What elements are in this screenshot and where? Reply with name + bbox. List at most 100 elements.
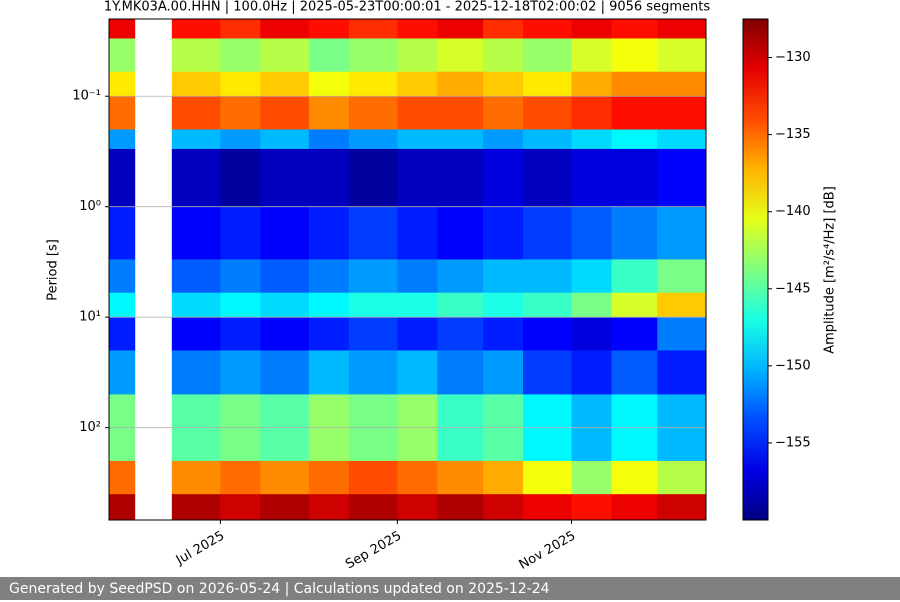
heatmap-cell [348, 129, 398, 150]
heatmap-cell [348, 350, 398, 395]
heatmap-cell [397, 494, 438, 521]
heatmap-cell [108, 259, 136, 294]
heatmap-cell [611, 259, 658, 294]
heatmap-cell [523, 206, 573, 260]
heatmap-cell [523, 148, 573, 208]
heatmap-cell [571, 71, 613, 97]
heatmap-cell [437, 71, 484, 97]
heatmap-cell [260, 317, 310, 351]
heatmap-cell [483, 206, 524, 260]
heatmap-cell [523, 259, 573, 294]
heatmap-cell [171, 71, 221, 97]
heatmap-cell [397, 259, 438, 294]
heatmap-cell [108, 460, 136, 495]
colorbar-tick-label: −135 [775, 127, 811, 142]
heatmap-cell [348, 19, 398, 39]
heatmap-cell [171, 460, 221, 495]
heatmap-cell [523, 494, 573, 521]
heatmap-cell [657, 206, 707, 260]
heatmap-cell [523, 38, 573, 73]
heatmap-cell [348, 460, 398, 495]
heatmap-cell [397, 350, 438, 395]
heatmap-cell [611, 317, 658, 351]
heatmap-cell [108, 148, 136, 208]
y-axis-label: Period [s] [46, 239, 61, 301]
heatmap-cell [220, 148, 261, 208]
heatmap-cell [260, 494, 310, 521]
heatmap-cell [260, 19, 310, 39]
x-tick-label: Nov 2025 [517, 529, 579, 573]
heatmap-cell [657, 71, 707, 97]
heatmap-cell [437, 292, 484, 318]
heatmap-cell [657, 259, 707, 294]
heatmap-cell [308, 38, 350, 73]
heatmap-cell [611, 494, 658, 521]
heatmap-cell [348, 259, 398, 294]
heatmap-cell [171, 317, 221, 351]
heatmap-cell [523, 350, 573, 395]
heatmap-cell [397, 292, 438, 318]
heatmap-cell [308, 494, 350, 521]
heatmap-cell [437, 129, 484, 150]
heatmap-cell [220, 71, 261, 97]
heatmap-cell [397, 71, 438, 97]
heatmap-cell [397, 129, 438, 150]
heatmap-cell [611, 96, 658, 130]
heatmap-cell [308, 317, 350, 351]
heatmap-cell [611, 71, 658, 97]
colorbar [742, 18, 769, 521]
heatmap-cell [611, 206, 658, 260]
chart-title: 1Y.MK03A.00.HHN | 100.0Hz | 2025-05-23T0… [104, 0, 710, 15]
heatmap-cell [171, 206, 221, 260]
heatmap-cell [260, 129, 310, 150]
heatmap-cell [571, 19, 613, 39]
heatmap-cell [523, 19, 573, 39]
heatmap-cell [308, 129, 350, 150]
heatmap-cell [483, 19, 524, 39]
heatmap-cell [348, 38, 398, 73]
heatmap-cell [437, 317, 484, 351]
heatmap-cell [571, 317, 613, 351]
heatmap-cell [657, 350, 707, 395]
heatmap-cell [260, 292, 310, 318]
heatmap-cell [171, 292, 221, 318]
heatmap-cell [260, 259, 310, 294]
heatmap-cell [348, 206, 398, 260]
heatmap-cell [571, 96, 613, 130]
heatmap-cell [483, 96, 524, 130]
heatmap-cell [483, 71, 524, 97]
heatmap-cell [220, 292, 261, 318]
heatmap-cell [260, 206, 310, 260]
heatmap-cell [611, 460, 658, 495]
heatmap-cell [397, 317, 438, 351]
heatmap-cell [308, 71, 350, 97]
heatmap-cell [220, 460, 261, 495]
colorbar-label: Amplitude [m²/s⁴/Hz] [dB] [823, 186, 838, 354]
heatmap-cell [571, 259, 613, 294]
heatmap-cell [308, 19, 350, 39]
y-tick-label: 10² [79, 420, 101, 435]
heatmap-cell [397, 460, 438, 495]
heatmap-cell [220, 206, 261, 260]
heatmap-cell [437, 96, 484, 130]
heatmap-cell [220, 96, 261, 130]
heatmap-cell [571, 494, 613, 521]
heatmap-cell [483, 259, 524, 294]
heatmap-cell [571, 206, 613, 260]
y-tick-label: 10⁻¹ [72, 89, 101, 104]
heatmap-cell [397, 206, 438, 260]
heatmap-cell [260, 148, 310, 208]
x-tick-label: Sep 2025 [343, 529, 404, 573]
heatmap-cell [523, 129, 573, 150]
heatmap-cell [260, 460, 310, 495]
heatmap-cell [308, 259, 350, 294]
heatmap-cell [220, 317, 261, 351]
heatmap-cell [108, 206, 136, 260]
heatmap-cell [437, 206, 484, 260]
heatmap-cell [171, 494, 221, 521]
y-tick-label: 10⁰ [79, 199, 101, 214]
heatmap-cell [397, 148, 438, 208]
heatmap-cell [308, 350, 350, 395]
heatmap-cell [308, 460, 350, 495]
heatmap-cell [220, 350, 261, 395]
